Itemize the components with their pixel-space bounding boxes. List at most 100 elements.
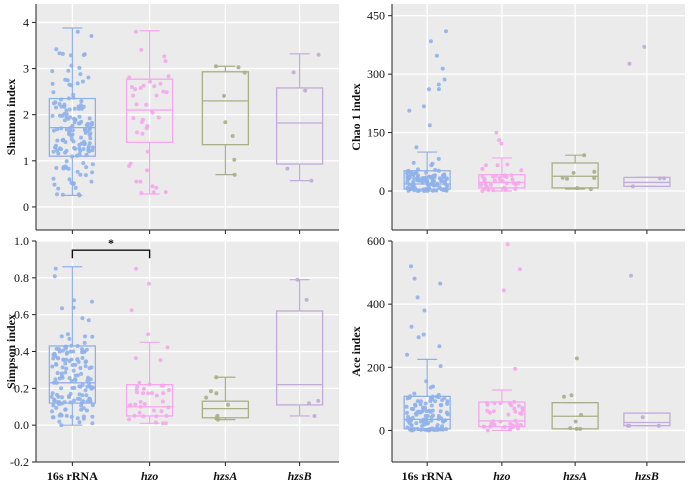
data-point bbox=[444, 188, 449, 193]
data-point bbox=[55, 371, 60, 375]
box-iqr bbox=[125, 78, 174, 144]
data-point bbox=[134, 102, 139, 107]
data-point bbox=[512, 406, 517, 411]
box-hzsb bbox=[623, 273, 671, 428]
data-point bbox=[500, 174, 505, 179]
data-point bbox=[81, 104, 86, 109]
data-point bbox=[404, 404, 409, 409]
data-point bbox=[295, 277, 300, 282]
data-point bbox=[62, 112, 67, 116]
y-axis-title: Chao 1 index bbox=[349, 83, 363, 150]
data-point bbox=[78, 366, 83, 370]
data-point bbox=[154, 93, 159, 98]
data-point bbox=[89, 385, 94, 390]
data-point bbox=[75, 29, 80, 34]
data-point bbox=[424, 379, 429, 384]
data-point bbox=[429, 418, 434, 423]
data-point bbox=[50, 409, 54, 414]
data-point bbox=[77, 146, 82, 151]
data-point bbox=[135, 130, 140, 135]
data-point bbox=[415, 295, 420, 300]
data-point bbox=[408, 187, 413, 192]
data-point bbox=[573, 419, 578, 424]
data-point bbox=[60, 365, 65, 370]
data-point bbox=[71, 182, 76, 187]
data-point bbox=[64, 148, 69, 153]
data-point bbox=[492, 178, 497, 183]
data-point bbox=[69, 53, 73, 58]
data-point bbox=[316, 398, 321, 403]
data-point bbox=[71, 368, 76, 373]
data-point bbox=[416, 167, 420, 172]
box-iqr bbox=[275, 310, 324, 406]
data-point bbox=[438, 403, 443, 407]
data-point bbox=[138, 399, 143, 404]
data-point bbox=[59, 97, 63, 102]
data-point bbox=[127, 164, 132, 168]
data-point bbox=[513, 182, 518, 187]
data-point bbox=[90, 421, 95, 426]
data-point bbox=[154, 185, 159, 190]
data-point bbox=[60, 138, 65, 143]
data-point bbox=[571, 170, 576, 175]
data-point bbox=[232, 157, 237, 162]
data-point bbox=[77, 114, 82, 119]
data-point bbox=[83, 388, 88, 393]
data-point bbox=[80, 382, 85, 387]
data-point bbox=[69, 379, 74, 383]
data-point bbox=[150, 391, 154, 396]
data-point bbox=[409, 406, 414, 411]
data-point bbox=[432, 179, 436, 184]
data-point bbox=[412, 176, 417, 181]
data-point bbox=[64, 114, 69, 119]
data-point bbox=[83, 360, 88, 364]
data-point bbox=[442, 179, 447, 184]
data-point bbox=[409, 264, 413, 269]
data-point bbox=[424, 409, 429, 414]
significance-bracket: * bbox=[71, 236, 151, 259]
data-point bbox=[72, 120, 77, 125]
data-point bbox=[68, 349, 73, 354]
data-point bbox=[146, 332, 151, 337]
data-point bbox=[134, 179, 139, 184]
data-point bbox=[79, 403, 84, 408]
data-point bbox=[502, 425, 507, 429]
data-point bbox=[135, 384, 140, 389]
data-point bbox=[505, 242, 510, 247]
data-point bbox=[519, 168, 524, 173]
data-point bbox=[90, 145, 95, 150]
data-point bbox=[417, 178, 421, 183]
data-point bbox=[76, 106, 81, 111]
y-tick-label: 0.4 bbox=[14, 345, 29, 359]
data-point bbox=[427, 123, 432, 128]
data-point bbox=[656, 423, 661, 428]
data-point bbox=[132, 413, 137, 418]
data-point bbox=[79, 119, 84, 124]
data-point bbox=[78, 72, 83, 77]
data-point bbox=[409, 172, 414, 177]
data-point bbox=[412, 276, 417, 281]
data-point bbox=[67, 107, 72, 112]
data-point bbox=[423, 401, 428, 406]
data-point bbox=[428, 39, 433, 44]
data-point bbox=[83, 130, 88, 135]
data-point bbox=[562, 394, 566, 399]
data-point bbox=[72, 386, 77, 390]
data-point bbox=[482, 177, 487, 182]
data-point bbox=[140, 131, 145, 136]
data-point bbox=[291, 70, 296, 75]
data-point bbox=[54, 47, 59, 52]
data-point bbox=[482, 186, 487, 191]
data-point bbox=[83, 173, 88, 178]
data-point bbox=[442, 396, 447, 401]
chart-panel-bottom-right: 0 200 400 600 Ace index 16s rRNA hzo hzsA hzsB bbox=[349, 234, 685, 483]
data-point bbox=[513, 366, 518, 371]
data-point bbox=[487, 410, 492, 415]
data-point bbox=[437, 176, 442, 181]
data-point bbox=[430, 408, 435, 413]
data-point bbox=[657, 176, 662, 181]
data-point bbox=[489, 421, 494, 426]
data-point bbox=[50, 81, 55, 86]
data-point bbox=[506, 412, 511, 417]
data-point bbox=[441, 187, 446, 192]
